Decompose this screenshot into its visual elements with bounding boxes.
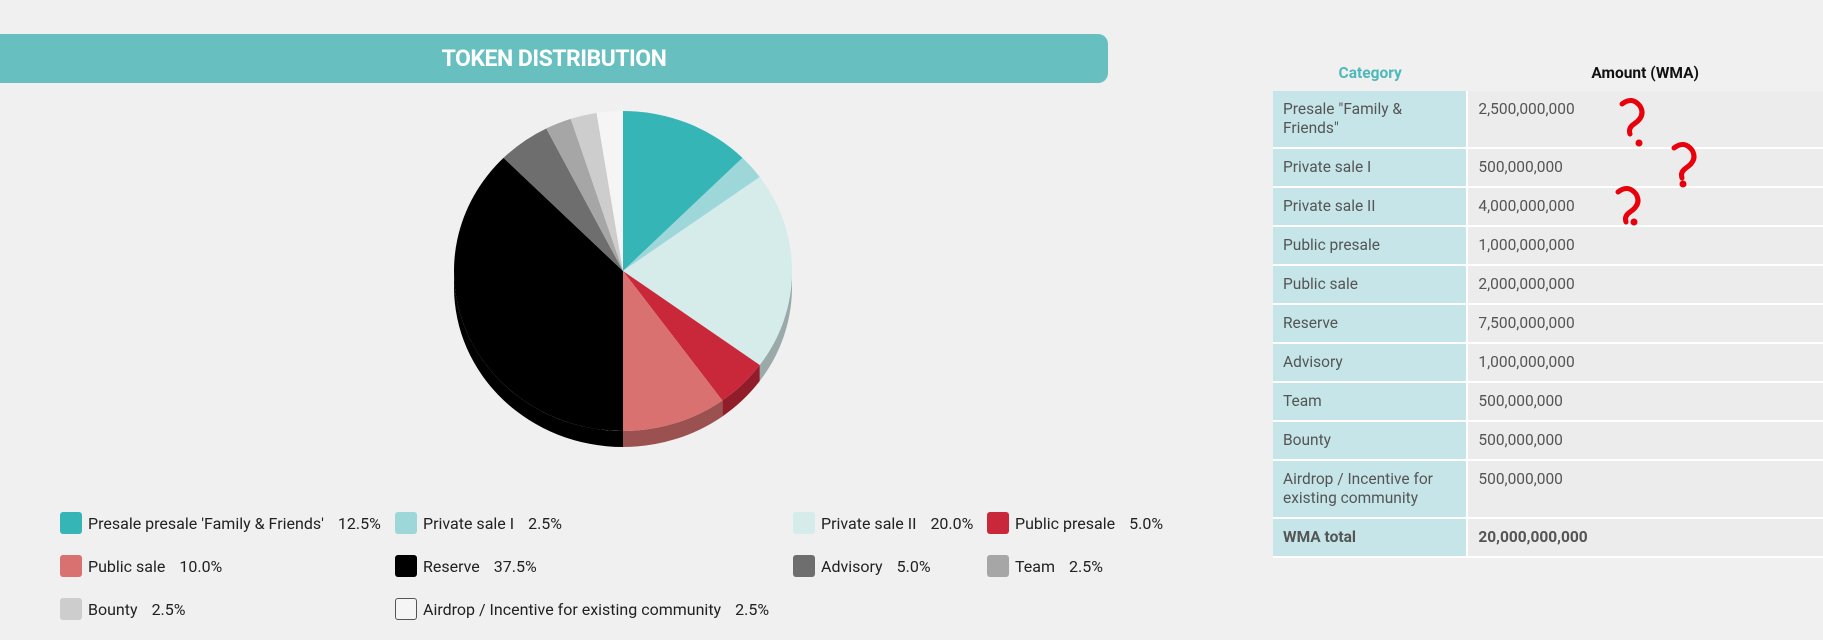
pie-slice bbox=[623, 157, 760, 271]
table-row: Reserve 7,500,000,000 bbox=[1273, 304, 1823, 344]
table-row: Presale "Family & Friends" 2,500,000,000 bbox=[1273, 91, 1823, 149]
amount-cell: 1,000,000,000 bbox=[1467, 226, 1823, 266]
legend-item: Advisory 5.0% bbox=[793, 555, 931, 577]
amount-cell: 500,000,000 bbox=[1467, 382, 1823, 422]
category-cell: Team bbox=[1273, 382, 1469, 422]
category-cell: Airdrop / Incentive for existing communi… bbox=[1273, 460, 1469, 519]
total-label: WMA total bbox=[1273, 518, 1469, 558]
pie-side bbox=[722, 365, 760, 417]
distribution-table: Category Amount (WMA) Presale "Family & … bbox=[1273, 55, 1823, 558]
header-cell: Category bbox=[1338, 64, 1402, 82]
legend-swatch bbox=[987, 512, 1009, 534]
legend-label: Airdrop / Incentive for existing communi… bbox=[423, 599, 722, 619]
amount-cell: 2,000,000,000 bbox=[1467, 265, 1823, 305]
legend-item: Private sale I 2.5% bbox=[395, 512, 562, 534]
legend-label: Team bbox=[1015, 556, 1055, 576]
legend-label: Presale presale 'Family & Friends' bbox=[88, 513, 324, 533]
pie-side bbox=[623, 400, 723, 447]
legend-label: Bounty bbox=[88, 599, 138, 619]
legend-item: Private sale II 20.0% bbox=[793, 512, 973, 534]
table-row: Airdrop / Incentive for existing communi… bbox=[1273, 460, 1823, 519]
legend-swatch bbox=[60, 598, 82, 620]
legend-value: 12.5% bbox=[337, 513, 381, 533]
legend-label: Public presale bbox=[1015, 513, 1116, 533]
amount-cell: 2,500,000,000 bbox=[1467, 91, 1823, 149]
legend-label: Private sale I bbox=[423, 513, 515, 533]
table-row: Public presale 1,000,000,000 bbox=[1273, 226, 1823, 266]
legend-label: Public sale bbox=[88, 556, 166, 576]
total-row: WMA total 20,000,000,000 bbox=[1273, 518, 1823, 558]
legend-swatch bbox=[793, 512, 815, 534]
amount-cell: 500,000,000 bbox=[1467, 421, 1823, 461]
category-cell: Private sale I bbox=[1273, 148, 1469, 188]
legend-value: 2.5% bbox=[528, 513, 563, 533]
amount-cell: 1,000,000,000 bbox=[1467, 343, 1823, 383]
category-cell: Reserve bbox=[1273, 304, 1469, 344]
legend-swatch bbox=[60, 512, 82, 534]
pie-chart bbox=[453, 111, 792, 447]
pie-side bbox=[759, 271, 792, 382]
legend-label: Reserve bbox=[423, 556, 480, 576]
amount-cell: 500,000,000 bbox=[1467, 148, 1823, 188]
legend-value: 20.0% bbox=[930, 513, 974, 533]
pie-slice bbox=[623, 176, 792, 366]
header-cell: Amount (WMA) bbox=[1591, 64, 1699, 82]
legend-item: Airdrop / Incentive for existing communi… bbox=[395, 598, 769, 620]
category-cell: Advisory bbox=[1273, 343, 1469, 383]
legend-value: 2.5% bbox=[735, 599, 770, 619]
legend-item: Public sale 10.0% bbox=[60, 555, 222, 577]
category-cell: Public sale bbox=[1273, 265, 1469, 305]
legend-value: 2.5% bbox=[151, 599, 186, 619]
table-row: Bounty 500,000,000 bbox=[1273, 421, 1823, 461]
legend-value: 2.5% bbox=[1069, 556, 1103, 576]
pie-slice bbox=[596, 111, 623, 271]
legend-swatch bbox=[793, 555, 815, 577]
legend-label: Private sale II bbox=[821, 513, 917, 533]
table-row: Private sale I 500,000,000 bbox=[1273, 148, 1823, 188]
legend-swatch bbox=[395, 555, 417, 577]
category-cell: Private sale II bbox=[1273, 187, 1469, 227]
pie-slice bbox=[623, 111, 743, 271]
table-header: Category Amount (WMA) bbox=[1273, 55, 1823, 91]
legend-swatch bbox=[60, 555, 82, 577]
legend-value: 10.0% bbox=[179, 556, 223, 576]
category-cell: Bounty bbox=[1273, 421, 1469, 461]
legend-item: Bounty 2.5% bbox=[60, 598, 185, 620]
pie-slice bbox=[623, 271, 723, 431]
table-row: Advisory 1,000,000,000 bbox=[1273, 343, 1823, 383]
pie-slice bbox=[503, 128, 623, 271]
chart-title: TOKEN DISTRIBUTION bbox=[0, 34, 1108, 83]
category-cell: Public presale bbox=[1273, 226, 1469, 266]
legend-item: Team 2.5% bbox=[987, 555, 1103, 577]
pie-side bbox=[454, 271, 623, 447]
table-row: Team 500,000,000 bbox=[1273, 382, 1823, 422]
table-row: Public sale 2,000,000,000 bbox=[1273, 265, 1823, 305]
legend-swatch bbox=[987, 555, 1009, 577]
pie-slice bbox=[570, 112, 623, 271]
category-cell: Presale "Family & Friends" bbox=[1273, 91, 1469, 149]
pie-slice bbox=[453, 157, 623, 431]
amount-cell: 500,000,000 bbox=[1467, 460, 1823, 519]
pie-slice bbox=[546, 118, 623, 271]
legend-value: 5.0% bbox=[896, 556, 931, 576]
legend-swatch bbox=[395, 512, 417, 534]
legend-swatch bbox=[395, 598, 417, 620]
legend-value: 37.5% bbox=[493, 556, 537, 576]
legend-item: Public presale 5.0% bbox=[987, 512, 1163, 534]
amount-cell: 7,500,000,000 bbox=[1467, 304, 1823, 344]
legend-label: Advisory bbox=[821, 556, 883, 576]
legend-value: 5.0% bbox=[1129, 513, 1164, 533]
amount-cell: 4,000,000,000 bbox=[1467, 187, 1823, 227]
legend-item: Reserve 37.5% bbox=[395, 555, 537, 577]
pie-slice bbox=[623, 271, 760, 401]
table-row: Private sale II 4,000,000,000 bbox=[1273, 187, 1823, 227]
legend-item: Presale presale 'Family & Friends' 12.5% bbox=[60, 512, 381, 534]
total-amount: 20,000,000,000 bbox=[1467, 518, 1823, 558]
